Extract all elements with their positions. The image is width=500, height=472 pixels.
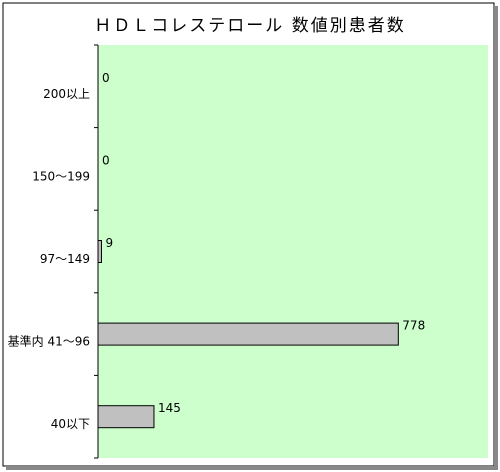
bar	[97, 322, 399, 346]
value-label: 0	[102, 153, 110, 167]
value-label: 9	[105, 236, 113, 250]
bar	[97, 405, 155, 429]
value-label: 0	[102, 71, 110, 85]
frame-shadow	[6, 466, 498, 470]
frame-shadow	[494, 6, 498, 469]
y-tick-label: 200以上	[43, 87, 90, 101]
value-label: 145	[158, 401, 181, 415]
chart-title: ＨＤＬコレステロール 数値別患者数	[94, 16, 405, 36]
value-label: 778	[402, 319, 425, 333]
y-tick-label: 40以下	[51, 417, 90, 431]
bar	[97, 240, 102, 263]
y-tick-label: 97～149	[40, 252, 90, 266]
plot-area	[98, 45, 488, 458]
y-tick-label: 150～199	[32, 169, 90, 183]
y-tick-label: 基準内 41～96	[8, 334, 90, 349]
